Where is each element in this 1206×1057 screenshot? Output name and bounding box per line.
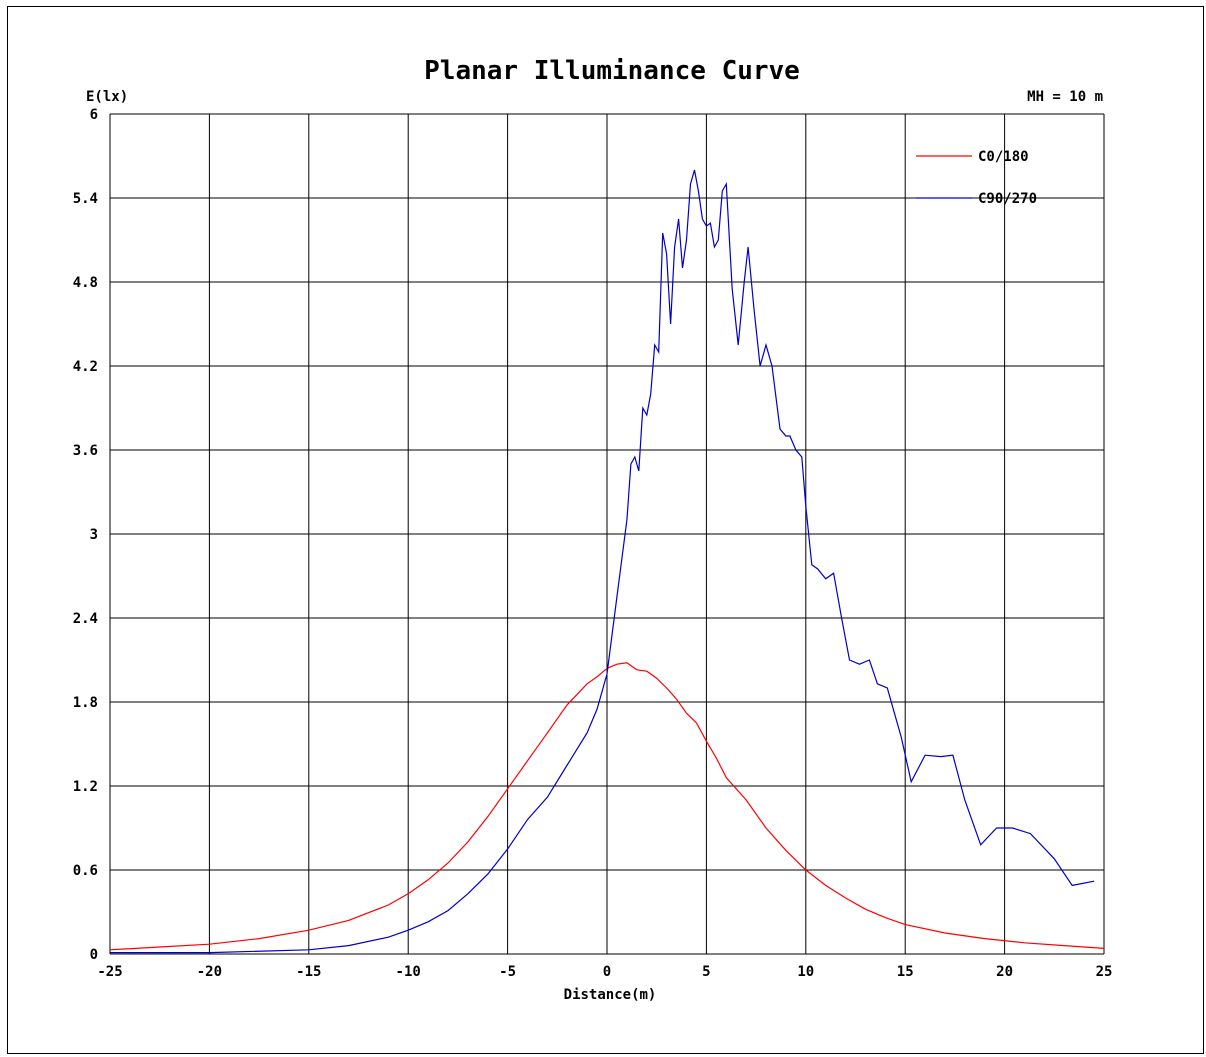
x-axis-label: Distance(m) bbox=[564, 987, 657, 1003]
x-tick-label: 25 bbox=[1096, 964, 1113, 980]
y-tick-label: 0 bbox=[90, 947, 98, 963]
illuminance-chart: Planar Illuminance Curve E(lx) MH = 10 m… bbox=[73, 56, 1113, 1003]
legend-label: C0/180 bbox=[978, 149, 1029, 165]
y-tick-label: 3 bbox=[90, 527, 98, 543]
chart-frame: Planar Illuminance Curve E(lx) MH = 10 m… bbox=[7, 6, 1204, 1054]
x-tick-label: 15 bbox=[897, 964, 914, 980]
x-tick-label: 0 bbox=[603, 964, 611, 980]
y-axis-label: E(lx) bbox=[86, 89, 128, 105]
legend: C0/180 C90/270 bbox=[916, 149, 1037, 207]
y-tick-label: 1.2 bbox=[73, 779, 98, 795]
y-tick-label: 2.4 bbox=[73, 611, 98, 627]
y-tick-label: 6 bbox=[90, 107, 98, 123]
x-tick-label: 10 bbox=[797, 964, 814, 980]
series-lines bbox=[109, 169, 1105, 954]
grid-lines bbox=[109, 113, 1105, 955]
series-line-c0-180 bbox=[109, 662, 1105, 951]
x-tick-label: -10 bbox=[396, 964, 421, 980]
y-tick-label: 4.8 bbox=[73, 275, 98, 291]
series-line-c90-270 bbox=[110, 169, 1095, 954]
y-tick-label: 4.2 bbox=[73, 359, 98, 375]
x-tick-label: 5 bbox=[702, 964, 710, 980]
x-tick-label: 20 bbox=[996, 964, 1013, 980]
y-tick-label: 0.6 bbox=[73, 863, 98, 879]
x-tick-label: -5 bbox=[499, 964, 516, 980]
x-tick-label: -15 bbox=[296, 964, 321, 980]
y-tick-label: 3.6 bbox=[73, 443, 98, 459]
x-tick-labels: -25 -20 -15 -10 -5 0 5 10 15 20 25 bbox=[97, 964, 1112, 980]
x-tick-label: -20 bbox=[197, 964, 222, 980]
chart-title: Planar Illuminance Curve bbox=[424, 56, 800, 86]
y-tick-label: 5.4 bbox=[73, 191, 98, 207]
legend-label: C90/270 bbox=[978, 191, 1037, 207]
y-tick-label: 1.8 bbox=[73, 695, 98, 711]
mounting-height-annotation: MH = 10 m bbox=[1027, 89, 1103, 105]
y-tick-labels: 0 0.6 1.2 1.8 2.4 3 3.6 4.2 4.8 5.4 6 bbox=[73, 107, 98, 963]
x-tick-label: -25 bbox=[97, 964, 122, 980]
